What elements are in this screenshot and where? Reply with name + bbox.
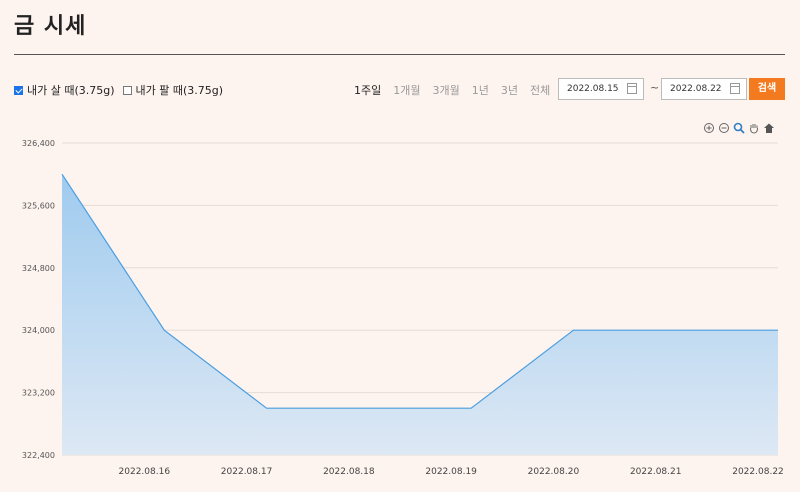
zoom-out-icon[interactable] xyxy=(718,122,730,134)
start-date-input[interactable]: 2022.08.15 xyxy=(558,78,644,100)
home-icon[interactable] xyxy=(763,122,775,134)
start-date-value: 2022.08.15 xyxy=(567,84,619,94)
price-type-options: 내가 살 때(3.75g) 내가 팔 때(3.75g) xyxy=(14,82,231,98)
period-tab-3years[interactable]: 3년 xyxy=(500,84,518,97)
y-tick-label: 324,000 xyxy=(22,326,55,335)
period-tab-1week[interactable]: 1주일 xyxy=(354,84,382,97)
period-tab-3months[interactable]: 3개월 xyxy=(432,84,460,97)
search-button[interactable]: 검색 xyxy=(749,78,785,100)
calendar-icon[interactable] xyxy=(627,83,637,94)
x-tick-label: 2022.08.18 xyxy=(323,467,375,477)
period-tab-1month[interactable]: 1개월 xyxy=(393,84,421,97)
x-tick-label: 2022.08.16 xyxy=(119,467,171,477)
y-tick-label: 324,800 xyxy=(22,264,55,273)
y-tick-label: 326,400 xyxy=(22,139,55,148)
buy-price-checkbox[interactable] xyxy=(14,85,23,95)
x-tick-label: 2022.08.21 xyxy=(630,467,682,477)
x-tick-label: 2022.08.17 xyxy=(221,467,273,477)
page-title: 금 시세 xyxy=(14,14,87,39)
y-tick-label: 322,400 xyxy=(22,451,55,460)
price-area-fill xyxy=(62,174,778,455)
filter-bar: 내가 살 때(3.75g) 내가 팔 때(3.75g) 1주일 1개월 3개월 … xyxy=(14,78,785,100)
period-tab-all[interactable]: 전체 xyxy=(530,84,551,97)
chart-toolbar xyxy=(703,122,775,134)
date-range-separator: ~ xyxy=(650,81,660,94)
price-line xyxy=(61,173,778,409)
period-tab-1year[interactable]: 1년 xyxy=(471,84,489,97)
sell-price-checkbox[interactable] xyxy=(122,85,132,95)
zoom-in-icon[interactable] xyxy=(703,122,715,134)
magnify-icon[interactable] xyxy=(733,122,745,134)
calendar-icon[interactable] xyxy=(730,83,740,94)
sell-price-label[interactable]: 내가 팔 때(3.75g) xyxy=(135,84,224,97)
pan-hand-icon[interactable] xyxy=(748,122,760,134)
x-tick-label: 2022.08.22 xyxy=(732,467,784,477)
end-date-value: 2022.08.22 xyxy=(670,84,722,94)
end-date-input[interactable]: 2022.08.22 xyxy=(661,78,747,100)
y-tick-label: 323,200 xyxy=(22,389,55,398)
x-tick-label: 2022.08.19 xyxy=(425,467,477,477)
x-tick-label: 2022.08.20 xyxy=(528,467,580,477)
period-tabs: 1주일 1개월 3개월 1년 3년 전체 xyxy=(354,82,562,98)
buy-price-label[interactable]: 내가 살 때(3.75g) xyxy=(27,84,115,97)
title-divider xyxy=(14,54,785,55)
y-tick-label: 325,600 xyxy=(22,201,55,210)
